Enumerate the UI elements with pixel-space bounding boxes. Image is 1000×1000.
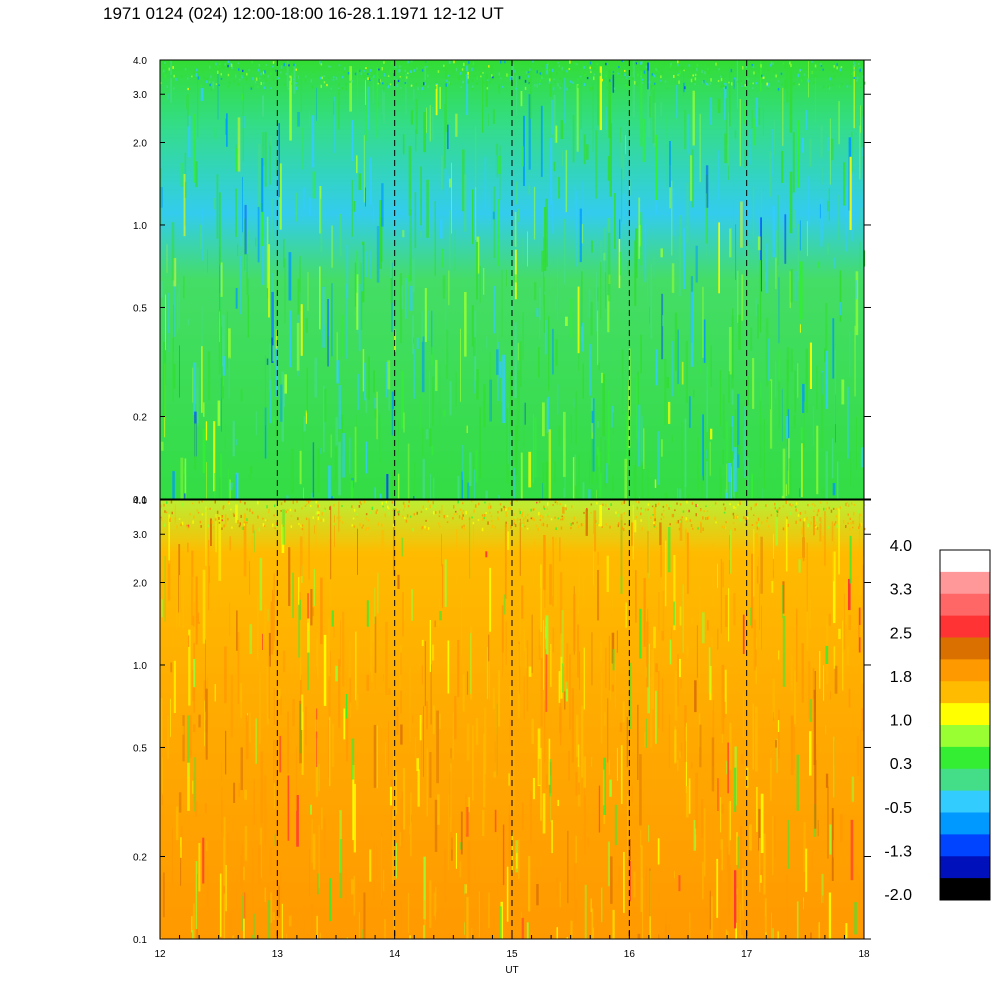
colorbar-swatch (940, 550, 990, 573)
axes: 0.10.20.51.02.03.04.00.10.20.51.02.03.04… (133, 56, 871, 976)
y-tick-label: 0.2 (133, 413, 147, 424)
y-tick-label: 1.0 (133, 221, 147, 232)
y-tick-label: 0.1 (133, 935, 147, 946)
x-tick-label: 15 (506, 949, 518, 960)
colorbar-swatch (940, 681, 990, 704)
spectrogram-texture (160, 500, 866, 939)
colorbar-swatch (940, 856, 990, 879)
y-tick-label: 0.5 (133, 303, 147, 314)
x-axis-label: UT (505, 965, 518, 976)
x-tick-label: 14 (389, 949, 401, 960)
y-tick-label: 2.0 (133, 578, 147, 589)
y-tick-label: 3.0 (133, 90, 147, 101)
x-tick-label: 12 (154, 949, 166, 960)
colorbar-swatch (940, 637, 990, 660)
spectrogram-texture (160, 60, 866, 499)
colorbar-frame (939, 549, 991, 901)
x-tick-label: 16 (624, 949, 636, 960)
upper-panel (160, 60, 866, 499)
y-tick-label: 1.0 (133, 661, 147, 672)
colorbar-label: 2.5 (890, 625, 912, 642)
colorbar-swatch (940, 746, 990, 770)
y-tick-label: 4.0 (133, 496, 147, 507)
colorbar-swatch (940, 878, 990, 901)
colorbar-swatch (940, 725, 990, 748)
colorbar-label: 0.3 (890, 756, 912, 773)
colorbar-label: -0.5 (884, 800, 912, 817)
y-tick-label: 0.2 (133, 853, 147, 864)
y-tick-label: 0.1 (133, 495, 147, 506)
chart-title: 1971 0124 (024) 12:00-18:00 16-28.1.1971… (103, 4, 504, 23)
y-tick-label: 3.0 (133, 530, 147, 541)
colorbar-label: 1.0 (890, 713, 912, 730)
colorbar-swatch (940, 834, 990, 857)
colorbar-label: 4.0 (890, 538, 912, 555)
colorbar-swatch (940, 615, 990, 638)
colorbar-label: 1.8 (890, 669, 912, 686)
y-tick-label: 0.5 (133, 743, 147, 754)
y-tick-label: 2.0 (133, 138, 147, 149)
colorbar-label: -1.3 (884, 843, 912, 860)
lower-panel (160, 500, 866, 939)
x-tick-label: 17 (741, 949, 753, 960)
colorbar-label: -2.0 (884, 887, 912, 904)
colorbar-swatch (940, 659, 990, 682)
colorbar-label: 3.3 (890, 582, 912, 599)
colorbar: 4.0 3.3 2.5 1.8 1.0 0.3 -0.5 -1.3 -2.0 (884, 538, 991, 904)
colorbar-swatch (940, 703, 990, 726)
x-tick-label: 18 (858, 949, 870, 960)
colorbar-swatch (940, 790, 990, 813)
colorbar-swatch (940, 768, 990, 792)
colorbar-swatch (940, 593, 990, 617)
x-tick-label: 13 (272, 949, 284, 960)
y-tick-label: 4.0 (133, 56, 147, 67)
colorbar-swatch (940, 571, 990, 595)
colorbar-swatch (940, 812, 990, 835)
